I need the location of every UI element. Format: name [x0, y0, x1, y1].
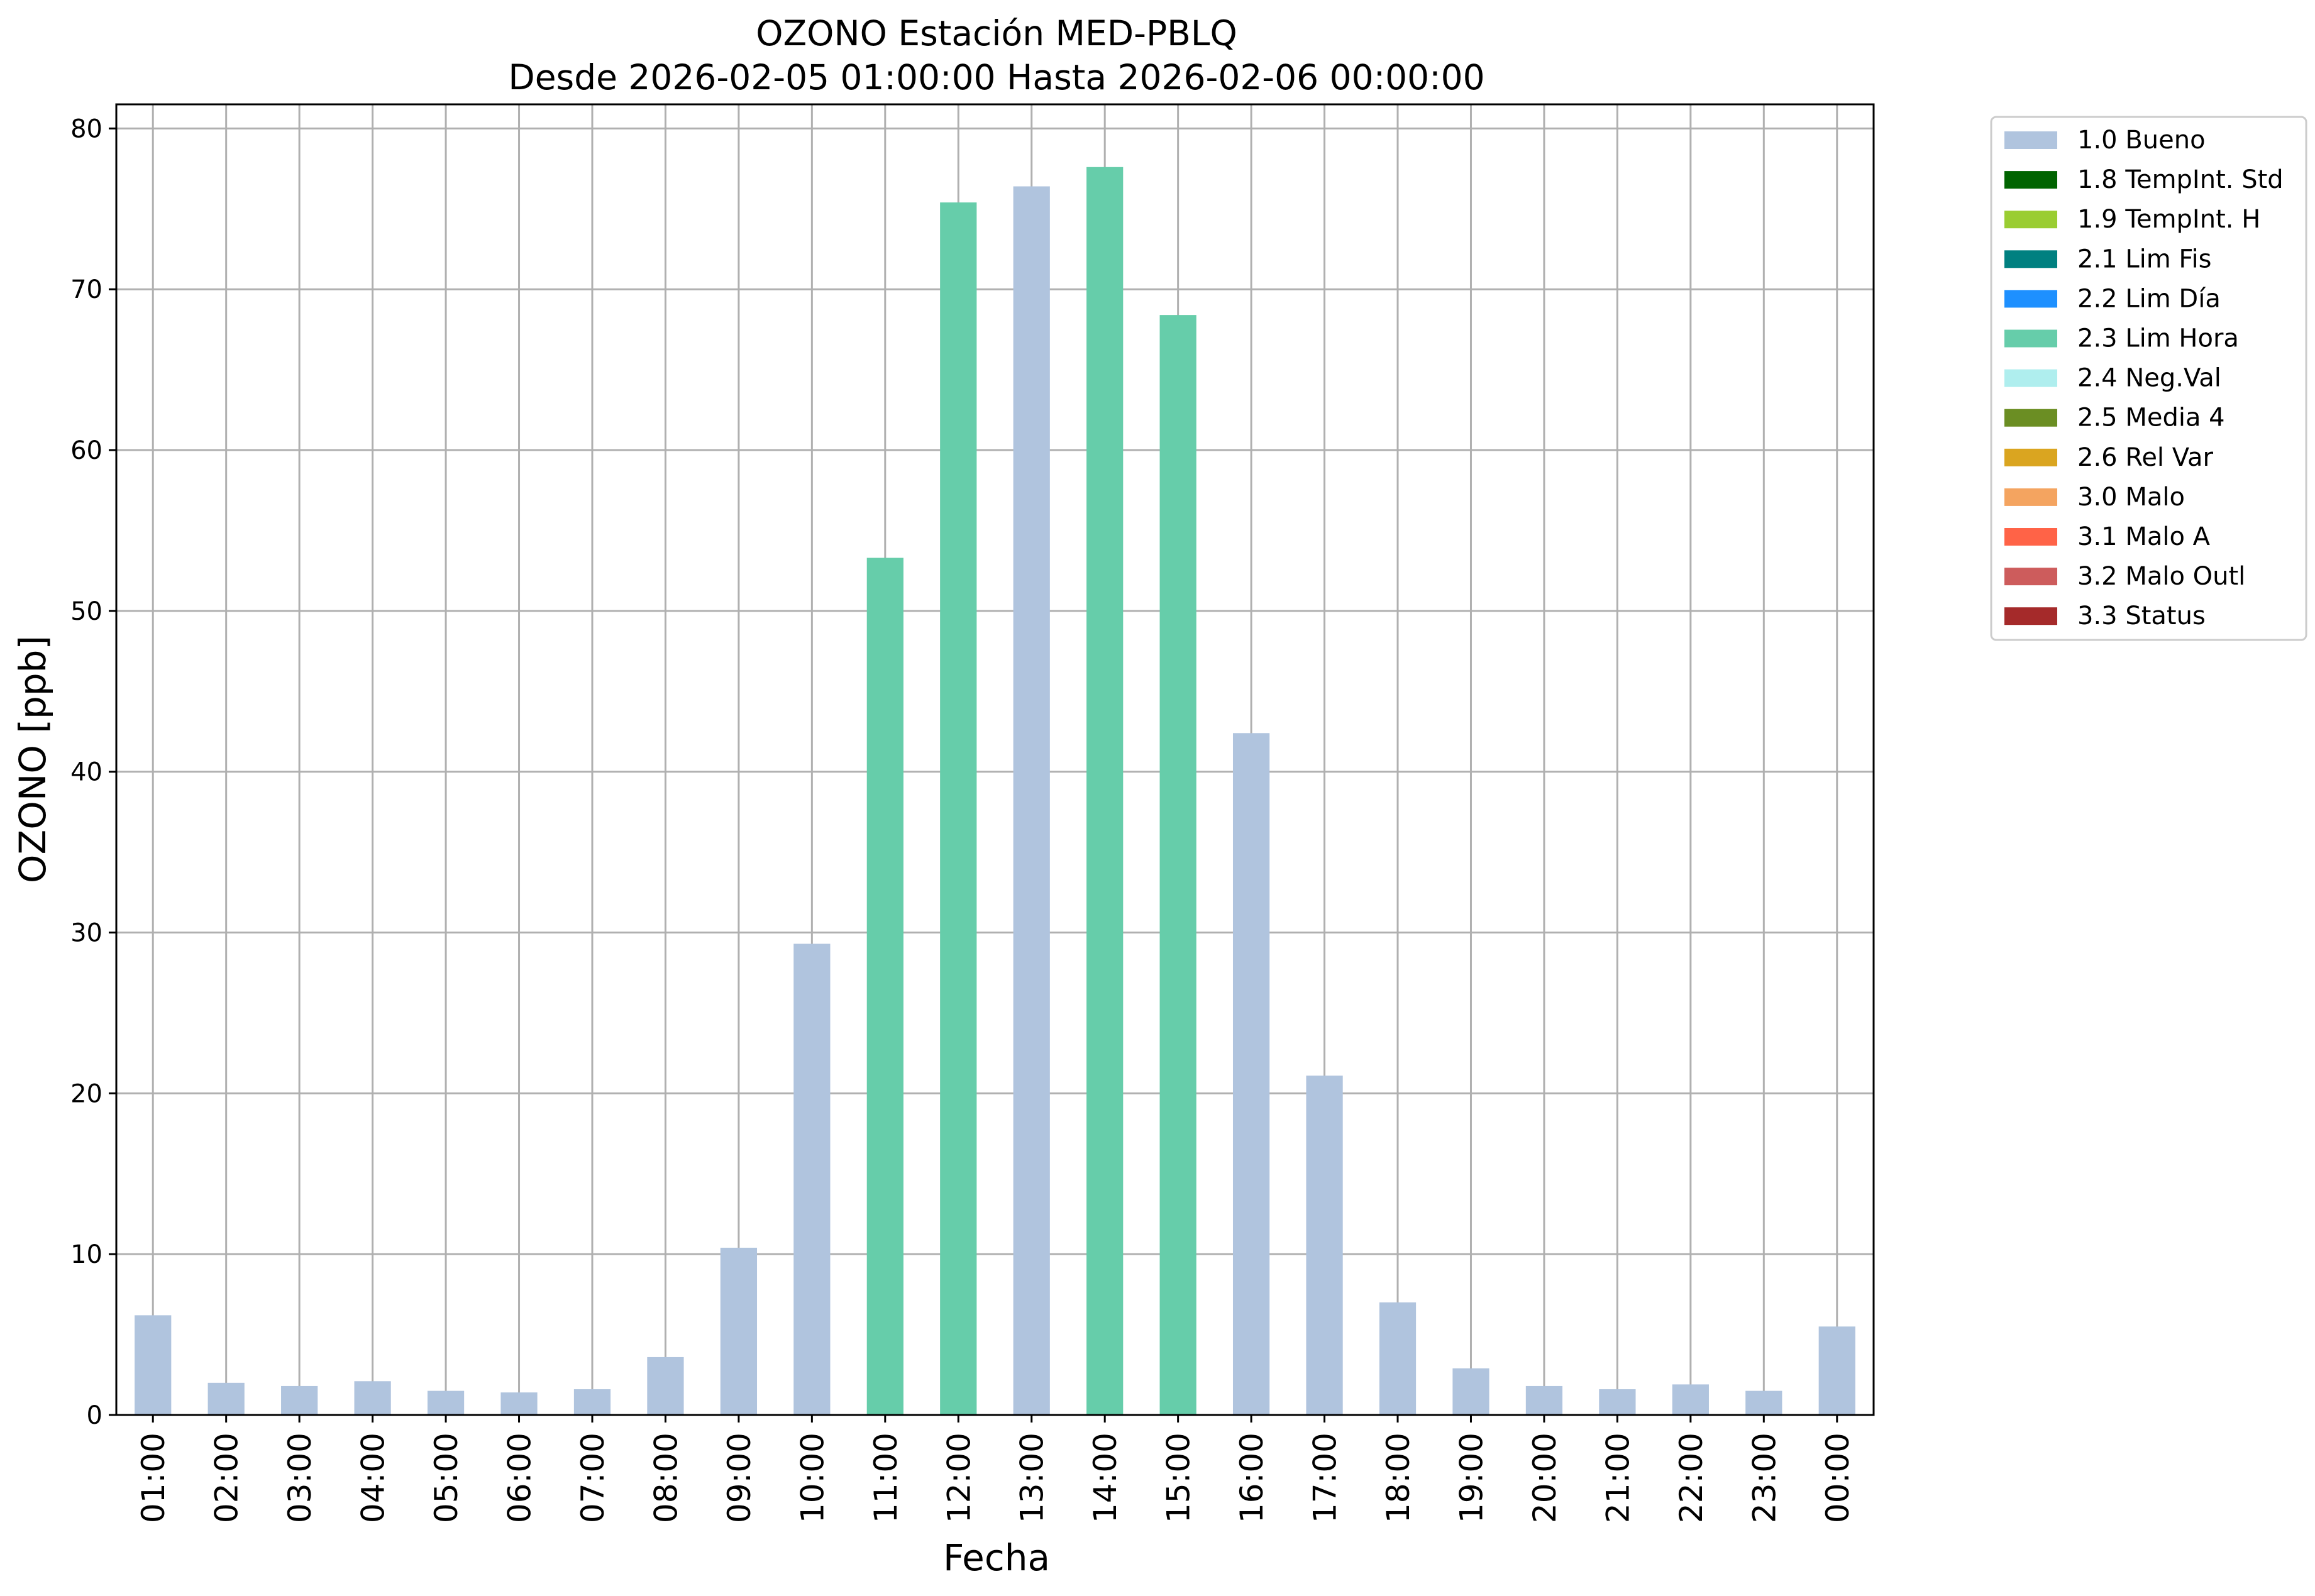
legend-label: 2.3 Lim Hora: [2077, 324, 2239, 353]
x-tick-label: 23:00: [1746, 1433, 1782, 1523]
legend-label: 1.9 TempInt. H: [2077, 205, 2260, 234]
bar-17:00: 17:00: 21.1: [1306, 1076, 1343, 1415]
legend-swatch: [2004, 568, 2057, 586]
y-tick-label: 50: [70, 597, 102, 626]
x-tick-label: 11:00: [868, 1433, 904, 1523]
chart-subtitle: Desde 2026-02-05 01:00:00 Hasta 2026-02-…: [508, 57, 1484, 97]
bar-05:00: 05:00: 1.5: [427, 1390, 465, 1415]
bar-13:00: 13:00: 76.4: [1013, 186, 1050, 1415]
x-tick-label: 01:00: [135, 1433, 172, 1523]
x-tick-label: 18:00: [1380, 1433, 1417, 1523]
x-tick-label: 10:00: [794, 1433, 831, 1523]
x-tick-label: 05:00: [428, 1433, 465, 1523]
x-axis-label: Fecha: [943, 1536, 1050, 1579]
bar-04:00: 04:00: 2.1: [354, 1381, 391, 1415]
legend-label: 1.0 Bueno: [2077, 126, 2206, 155]
legend-label: 2.5 Media 4: [2077, 404, 2225, 432]
x-tick-label: 12:00: [941, 1433, 977, 1523]
x-tick-label: 19:00: [1453, 1433, 1489, 1523]
chart-title: OZONO Estación MED-PBLQ: [756, 13, 1237, 53]
y-tick-label: 70: [70, 275, 102, 304]
x-tick-label: 00:00: [1820, 1433, 1856, 1523]
bar-20:00: 20:00: 1.8: [1525, 1385, 1563, 1415]
y-tick-label: 60: [70, 436, 102, 465]
x-tick-label: 07:00: [575, 1433, 611, 1523]
bar-09:00: 09:00: 10.4: [720, 1247, 758, 1415]
legend-swatch: [2004, 171, 2057, 189]
x-tick-label: 06:00: [502, 1433, 538, 1523]
x-tick-label: 03:00: [282, 1433, 318, 1523]
y-tick-label: 80: [70, 114, 102, 143]
legend-swatch: [2004, 607, 2057, 625]
x-tick-label: 21:00: [1600, 1433, 1636, 1523]
y-tick-label: 30: [70, 919, 102, 948]
legend-swatch: [2004, 409, 2057, 427]
bars: 01:00: 6.2 02:00: 2 03:00: 1.8 04:00: 2.1 05…: [135, 167, 1855, 1416]
bar-02:00: 02:00: 2: [207, 1382, 245, 1415]
legend-swatch: [2004, 329, 2057, 348]
legend: 1.0 Bueno 1.8 TempInt. Std 1.9 TempInt. H 2…: [1990, 116, 2307, 641]
bar-06:00: 06:00: 1.4: [500, 1392, 538, 1415]
legend-swatch: [2004, 528, 2057, 546]
legend-swatch: [2004, 488, 2057, 506]
y-axis-ticks: 0 10 20 30 40 50 60 70 80: [70, 114, 116, 1430]
x-tick-label: 16:00: [1234, 1433, 1270, 1523]
legend-swatch: [2004, 369, 2057, 387]
bar-18:00: 18:00: 7: [1379, 1302, 1417, 1415]
x-tick-label: 15:00: [1161, 1433, 1197, 1523]
bar-12:00: 12:00: 75.4: [940, 202, 977, 1416]
bar-15:00: 15:00: 68.4: [1159, 315, 1196, 1415]
bar-19:00: 19:00: 2.9: [1452, 1368, 1489, 1415]
legend-swatch: [2004, 290, 2057, 308]
x-tick-label: 08:00: [648, 1433, 684, 1523]
bar-03:00: 03:00: 1.8: [281, 1385, 318, 1415]
bar-22:00: 22:00: 1.9: [1672, 1384, 1709, 1415]
legend-frame: [1990, 116, 2307, 641]
legend-swatch: [2004, 250, 2057, 268]
x-tick-label: 02:00: [209, 1433, 245, 1523]
bar-14:00: 14:00: 77.6: [1086, 167, 1124, 1416]
x-tick-label: 22:00: [1673, 1433, 1710, 1523]
bar-10:00: 10:00: 29.3: [793, 944, 831, 1415]
legend-label: 2.6 Rel Var: [2077, 443, 2214, 472]
y-tick-label: 0: [87, 1401, 102, 1430]
plot-area-frame: [115, 103, 1875, 1416]
x-axis-ticks: 01:00 02:00 03:00 04:00 05:00 06:00 07:00 08:00…: [135, 1415, 1856, 1523]
y-tick-label: 10: [70, 1240, 102, 1269]
bar-01:00: 01:00: 6.2: [135, 1315, 172, 1415]
y-tick-label: 20: [70, 1079, 102, 1108]
y-tick-label: 40: [70, 758, 102, 787]
x-tick-label: 04:00: [355, 1433, 392, 1523]
x-tick-label: 17:00: [1307, 1433, 1344, 1523]
legend-label: 3.2 Malo Outl: [2077, 562, 2245, 591]
legend-swatch: [2004, 131, 2057, 149]
bar-11:00: 11:00: 53.3: [866, 558, 903, 1416]
legend-items: 1.0 Bueno 1.8 TempInt. Std 1.9 TempInt. H 2…: [2004, 126, 2284, 630]
legend-label: 2.4 Neg.Val: [2077, 364, 2221, 393]
legend-label: 3.3 Status: [2077, 602, 2206, 630]
bar-00:00: 00:00: 5.5: [1818, 1326, 1855, 1415]
bar-16:00: 16:00: 42.4: [1232, 733, 1270, 1415]
legend-label: 2.1 Lim Fis: [2077, 245, 2211, 273]
y-axis-label: OZONO [ppb]: [11, 636, 54, 883]
x-tick-label: 20:00: [1527, 1433, 1563, 1523]
legend-label: 3.0 Malo: [2077, 483, 2185, 512]
legend-label: 3.1 Malo A: [2077, 522, 2211, 551]
x-tick-label: 14:00: [1087, 1433, 1124, 1523]
x-tick-label: 13:00: [1014, 1433, 1051, 1523]
x-tick-label: 09:00: [721, 1433, 758, 1523]
bar-23:00: 23:00: 1.5: [1745, 1390, 1782, 1415]
legend-swatch: [2004, 211, 2057, 229]
legend-label: 1.8 TempInt. Std: [2077, 165, 2284, 194]
legend-label: 2.2 Lim Día: [2077, 284, 2221, 313]
bar-08:00: 08:00: 3.6: [647, 1357, 684, 1415]
bar-07:00: 07:00: 1.6: [573, 1389, 611, 1415]
bar-21:00: 21:00: 1.6: [1599, 1389, 1636, 1415]
legend-swatch: [2004, 448, 2057, 466]
